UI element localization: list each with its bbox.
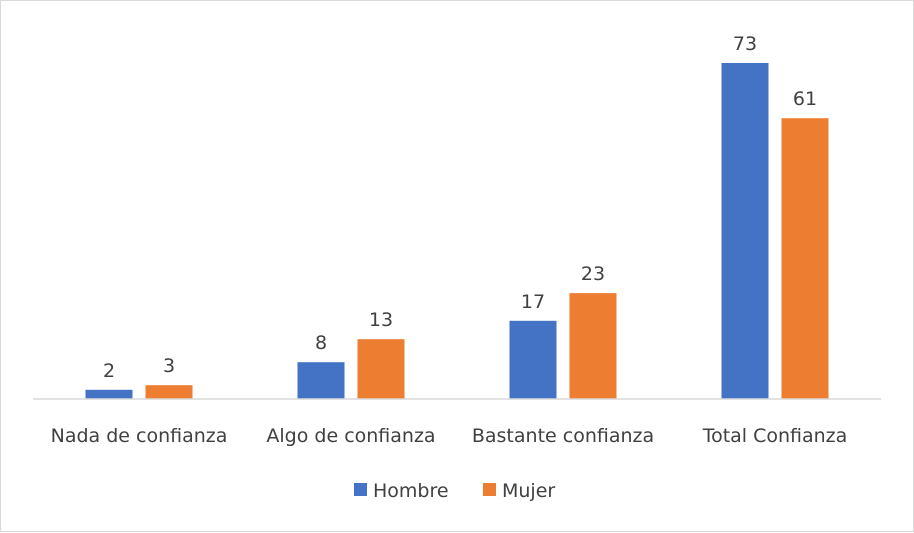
category-label-algo-de-confianza: Algo de confianza — [266, 425, 435, 447]
bars-group — [85, 63, 829, 399]
data-label-hombre-algo-de-confianza: 8 — [315, 332, 327, 354]
data-label-hombre-total-confianza: 73 — [733, 33, 757, 55]
category-label-nada-de-confianza: Nada de confianza — [51, 425, 228, 447]
data-label-mujer-nada-de-confianza: 3 — [163, 355, 175, 377]
legend: Hombre Mujer — [354, 480, 555, 502]
bar-mujer-total-confianza — [781, 118, 829, 399]
legend-swatch-hombre — [354, 483, 367, 496]
data-label-mujer-algo-de-confianza: 13 — [369, 309, 393, 331]
legend-swatch-mujer — [483, 483, 496, 496]
category-label-total-confianza: Total Confianza — [702, 425, 848, 447]
bar-hombre-bastante-confianza — [509, 320, 557, 399]
bar-mujer-algo-de-confianza — [357, 339, 405, 399]
bar-mujer-bastante-confianza — [569, 293, 617, 399]
category-label-bastante-confianza: Bastante confianza — [472, 425, 654, 447]
legend-label-hombre: Hombre — [373, 480, 449, 502]
data-label-mujer-bastante-confianza: 23 — [581, 263, 605, 285]
data-label-hombre-bastante-confianza: 17 — [521, 291, 545, 313]
data-label-hombre-nada-de-confianza: 2 — [103, 360, 115, 382]
bar-mujer-nada-de-confianza — [145, 385, 193, 399]
data-label-mujer-total-confianza: 61 — [793, 88, 817, 110]
category-labels-group: Nada de confianza Algo de confianza Bastan… — [51, 425, 848, 447]
bar-hombre-nada-de-confianza — [85, 389, 133, 399]
bar-hombre-algo-de-confianza — [297, 362, 345, 399]
legend-label-mujer: Mujer — [502, 480, 555, 502]
bar-hombre-total-confianza — [721, 63, 769, 399]
